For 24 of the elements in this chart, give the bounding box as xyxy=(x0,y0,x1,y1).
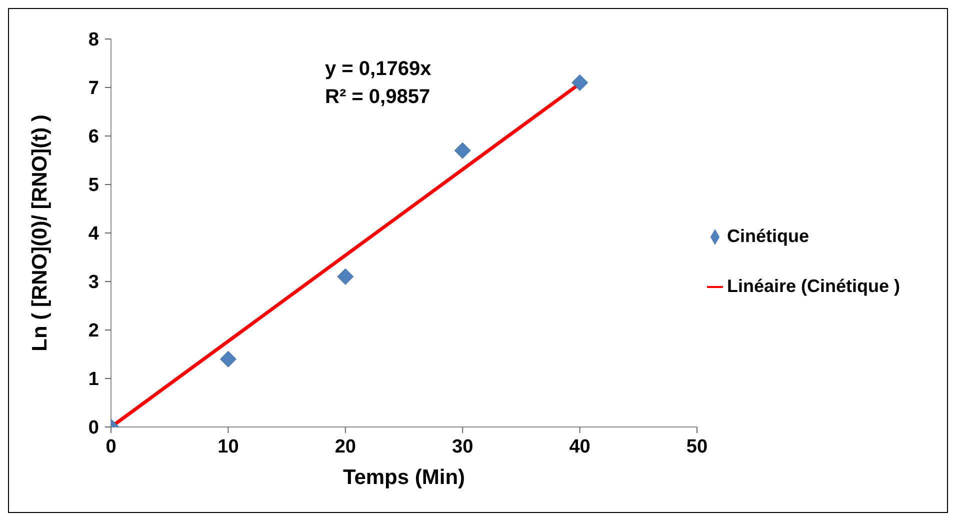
x-axis-title: Temps (Min) xyxy=(342,466,466,489)
x-tick-label: 20 xyxy=(334,436,356,458)
x-tick-label: 30 xyxy=(452,436,474,458)
legend-label: Cinétique xyxy=(727,226,810,246)
y-tick-label: 0 xyxy=(88,418,99,439)
point xyxy=(454,142,471,159)
x-tick-label: 40 xyxy=(569,436,590,458)
legend-label: Linéaire (Cinétique ) xyxy=(727,276,900,296)
point xyxy=(220,350,236,368)
x-tick-label: 50 xyxy=(686,436,708,458)
y-tick-label: 7 xyxy=(88,78,99,100)
y-tick-label: 4 xyxy=(88,224,100,245)
x-tick-label: 10 xyxy=(218,436,239,458)
equation-note: y = 0,1769x R² = 0,9857 xyxy=(325,57,432,110)
y-axis-title: Ln ( [RNO](0)/ [RNO](t) ) xyxy=(28,114,52,352)
y-tick-label: 5 xyxy=(88,175,100,196)
y-tick-label: 1 xyxy=(88,369,100,390)
y-tick-label: 8 xyxy=(88,30,99,51)
y-tick-label: 3 xyxy=(88,272,99,294)
x-tick-label: 0 xyxy=(106,436,116,458)
y-tick-label: 6 xyxy=(88,126,99,148)
point xyxy=(337,268,354,285)
y-tick-label: 2 xyxy=(88,320,99,342)
point xyxy=(572,74,588,91)
